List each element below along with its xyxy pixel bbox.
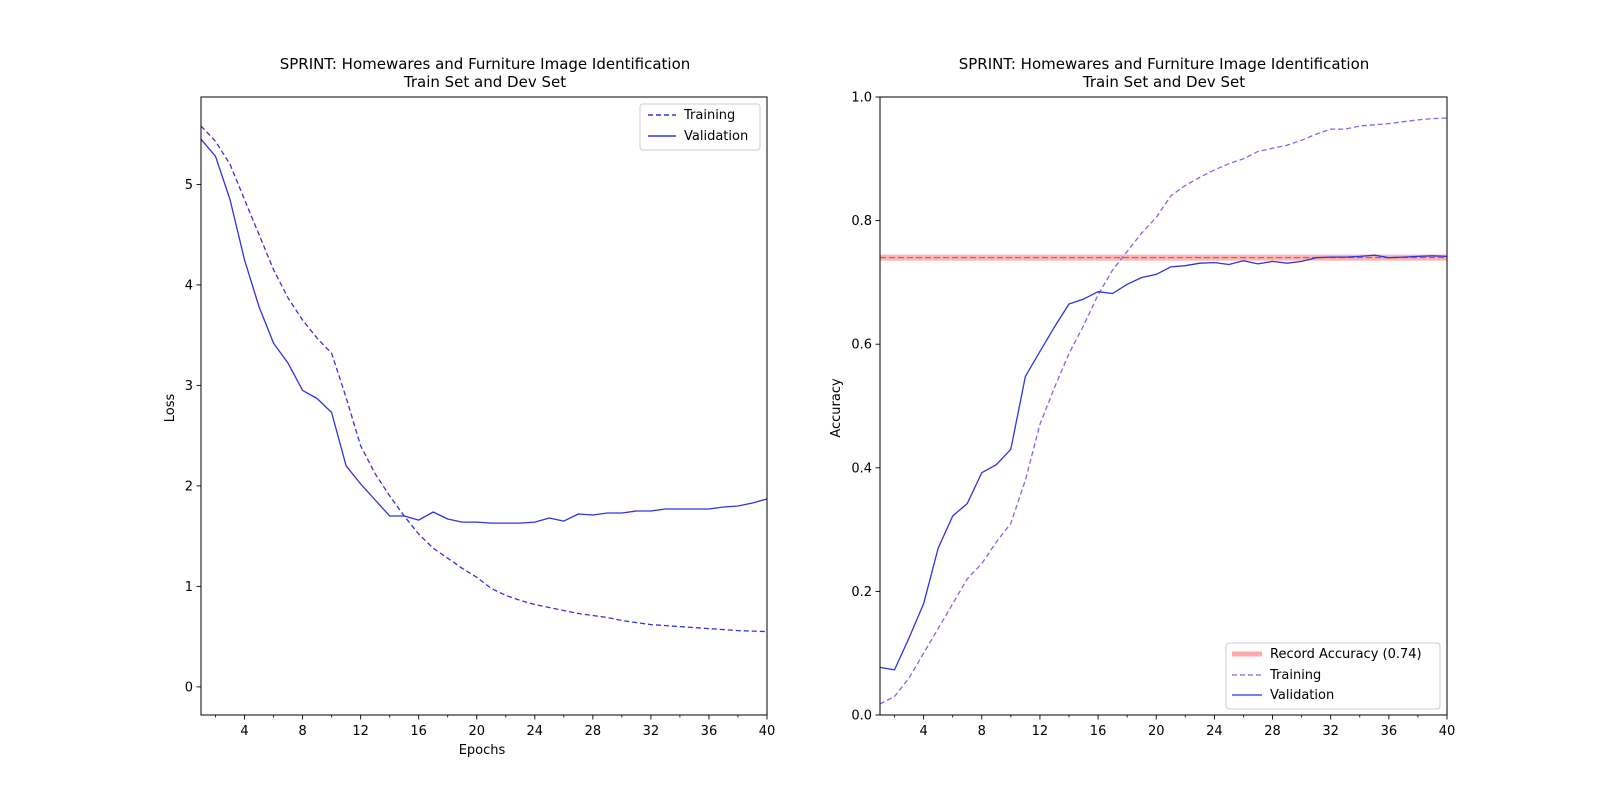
loss-legend-validation-label: Validation: [684, 129, 748, 144]
loss-x-tick-label: 36: [701, 724, 718, 739]
loss-y-tick-label: 2: [185, 479, 193, 494]
accuracy-y-tick-label: 0.6: [851, 338, 872, 353]
accuracy-x-tick-label: 16: [1090, 724, 1107, 739]
loss-chart: SPRINT: Homewares and Furniture Image Id…: [163, 55, 775, 758]
loss-x-tick-label: 28: [585, 724, 602, 739]
accuracy-legend-validation-label: Validation: [1270, 688, 1334, 703]
loss-training-line: [200, 125, 768, 633]
accuracy-chart: SPRINT: Homewares and Furniture Image Id…: [829, 55, 1455, 739]
loss-y-tick-label: 3: [185, 379, 193, 394]
loss-chart-subtitle: Train Set and Dev Set: [403, 73, 566, 91]
accuracy-x-tick-label: 8: [978, 724, 986, 739]
loss-plot-frame: [200, 96, 768, 716]
loss-y-tick-label: 0: [185, 680, 193, 695]
accuracy-training-line: [879, 117, 1448, 705]
loss-validation-line: [200, 138, 768, 524]
loss-legend-training-label: Training: [683, 108, 735, 123]
accuracy-plot-frame: [879, 96, 1448, 716]
accuracy-x-tick-label: 20: [1148, 724, 1165, 739]
accuracy-y-tick-label: 0.4: [851, 461, 872, 476]
accuracy-legend-box: [1225, 642, 1441, 710]
accuracy-legend-record-label: Record Accuracy (0.74): [1270, 647, 1422, 662]
loss-y-tick-label: 1: [185, 580, 193, 595]
accuracy-legend-training-label: Training: [1269, 668, 1321, 683]
loss-y-tick-label: 5: [185, 178, 193, 193]
accuracy-y-tick-label: 0.8: [851, 214, 872, 229]
loss-chart-title: SPRINT: Homewares and Furniture Image Id…: [280, 55, 691, 73]
accuracy-plot-area: 4 8 12 16 20 24 28 32 36 40 0.0 0.2 0.4 0.6 0.8 1.0: [851, 91, 1455, 740]
loss-x-tick-label: 20: [468, 724, 485, 739]
loss-legend: Training Validation: [639, 103, 761, 151]
loss-x-tick-label: 40: [759, 724, 776, 739]
accuracy-y-tick-label: 0.2: [851, 585, 872, 600]
accuracy-x-tick-label: 28: [1264, 724, 1281, 739]
accuracy-x-tick-label: 24: [1206, 724, 1223, 739]
loss-y-tick-label: 4: [185, 278, 193, 293]
accuracy-validation-line: [879, 254, 1448, 671]
accuracy-x-tick-label: 32: [1322, 724, 1339, 739]
loss-x-tick-label: 16: [410, 724, 427, 739]
accuracy-y-tick-label: 1.0: [851, 91, 872, 106]
loss-x-tick-label: 12: [352, 724, 369, 739]
accuracy-chart-title: SPRINT: Homewares and Furniture Image Id…: [959, 55, 1370, 73]
accuracy-x-tick-label: 40: [1439, 724, 1456, 739]
loss-x-tick-label: 8: [298, 724, 306, 739]
loss-chart-xlabel: Epochs: [459, 743, 506, 758]
accuracy-chart-ylabel: Accuracy: [829, 378, 844, 438]
accuracy-y-tick-label: 0.0: [851, 709, 872, 724]
accuracy-x-tick-label: 4: [919, 724, 927, 739]
accuracy-x-tick-label: 12: [1032, 724, 1049, 739]
loss-x-tick-label: 4: [240, 724, 248, 739]
accuracy-legend: Record Accuracy (0.74) Training Validati…: [1225, 642, 1441, 710]
loss-legend-box: [639, 103, 761, 151]
accuracy-x-tick-label: 36: [1381, 724, 1398, 739]
loss-x-tick-label: 24: [527, 724, 544, 739]
loss-chart-ylabel: Loss: [163, 394, 178, 423]
loss-x-tick-label: 32: [643, 724, 660, 739]
accuracy-chart-subtitle: Train Set and Dev Set: [1082, 73, 1245, 91]
